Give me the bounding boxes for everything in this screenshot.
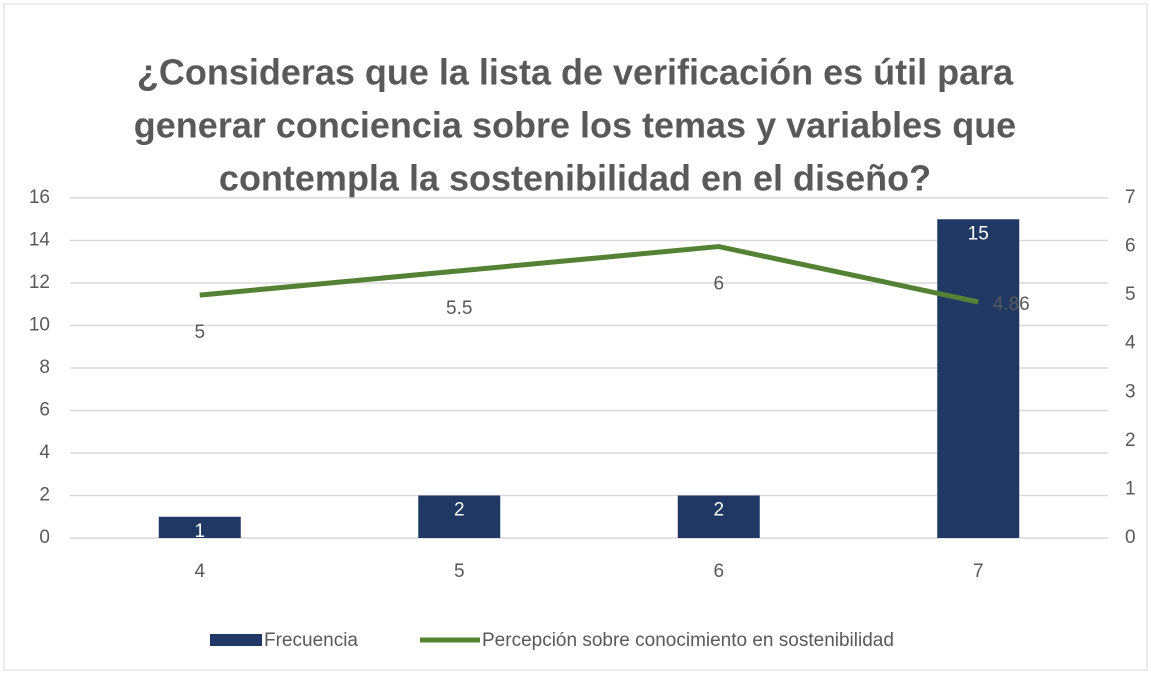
- y-tick-label: 0: [39, 527, 50, 548]
- chart-title: ¿Consideras que la lista de verificación…: [137, 52, 1014, 93]
- chart-title: contempla la sostenibilidad en el diseño…: [219, 158, 931, 199]
- y2-tick-label: 3: [1125, 381, 1136, 402]
- bar-label: 1: [194, 521, 205, 542]
- bar-label: 2: [454, 500, 465, 521]
- y-tick-label: 2: [39, 485, 50, 506]
- x-tick-label: 5: [454, 561, 465, 582]
- y-tick-label: 14: [29, 230, 51, 251]
- x-tick-label: 6: [713, 561, 724, 582]
- bar: [937, 219, 1020, 538]
- y-tick-label: 16: [29, 187, 50, 208]
- legend-swatch: [210, 634, 262, 646]
- x-tick-label: 4: [194, 561, 205, 582]
- bar: [677, 495, 760, 538]
- y-tick-label: 10: [29, 315, 50, 336]
- y2-tick-label: 2: [1125, 430, 1136, 451]
- bar-label: 2: [713, 500, 724, 521]
- line-label: 5: [194, 322, 205, 343]
- y-tick-label: 6: [39, 400, 50, 421]
- line-label: 4.86: [993, 294, 1030, 315]
- y2-tick-label: 0: [1125, 527, 1136, 548]
- legend-label: Frecuencia: [264, 630, 358, 651]
- y-tick-label: 4: [39, 442, 50, 463]
- y-tick-label: 8: [39, 357, 50, 378]
- y2-tick-label: 7: [1125, 187, 1136, 208]
- bar: [418, 495, 501, 538]
- line-label: 6: [713, 274, 724, 295]
- bar-label: 15: [968, 223, 989, 244]
- y2-tick-label: 5: [1125, 284, 1136, 305]
- y2-tick-label: 1: [1125, 478, 1136, 499]
- line: [199, 244, 979, 305]
- x-tick-label: 7: [973, 561, 984, 582]
- legend-label: Percepción sobre conocimiento en sosteni…: [482, 630, 894, 651]
- y-tick-label: 12: [29, 272, 50, 293]
- y2-tick-label: 4: [1125, 333, 1136, 354]
- y2-tick-label: 6: [1125, 236, 1136, 257]
- line-label: 5.5: [446, 298, 472, 319]
- bar: [158, 516, 241, 538]
- chart-title: generar conciencia sobre los temas y var…: [134, 105, 1016, 146]
